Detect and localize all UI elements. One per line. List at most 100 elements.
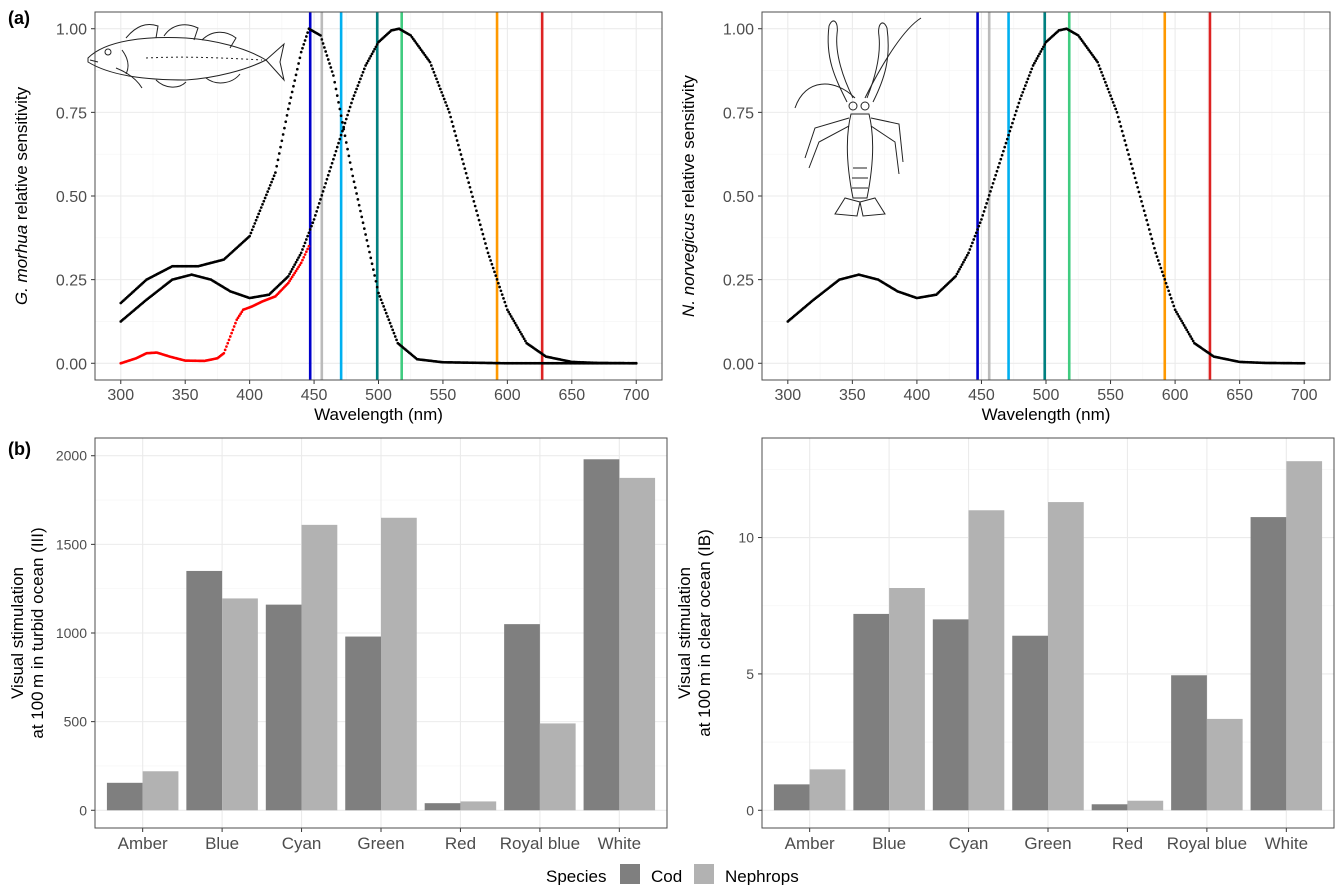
- data-point: [320, 38, 324, 41]
- data-point: [459, 153, 463, 156]
- data-point: [468, 185, 472, 189]
- data-point: [1000, 153, 1004, 157]
- x-tick-label: Royal blue: [500, 834, 580, 853]
- data-point: [226, 341, 230, 345]
- data-point: [1120, 129, 1124, 133]
- data-point: [285, 114, 289, 117]
- data-point: [356, 84, 360, 87]
- data-point: [289, 277, 293, 281]
- data-point: [343, 121, 347, 125]
- data-point: [965, 253, 969, 257]
- series-0: [119, 27, 638, 365]
- data-point: [355, 87, 358, 91]
- data-point: [374, 45, 378, 49]
- data-point: [382, 305, 385, 308]
- data-point: [234, 321, 237, 325]
- data-point: [289, 96, 293, 99]
- x-axis-label: Wavelength (nm): [314, 405, 443, 424]
- data-point: [343, 134, 347, 138]
- data-point: [335, 145, 339, 149]
- x-tick-label: 500: [1033, 387, 1060, 404]
- data-point: [1177, 315, 1181, 318]
- data-point: [290, 90, 294, 94]
- y-tick-label: 5: [746, 666, 754, 682]
- data-point: [294, 269, 298, 273]
- data-point: [319, 34, 322, 37]
- data-point: [266, 190, 270, 193]
- data-point: [303, 241, 307, 245]
- y-axis-label-line2: at 100 m in clear ocean (IB): [695, 529, 714, 737]
- data-point: [329, 165, 333, 169]
- data-point: [1159, 266, 1163, 270]
- data-point: [1185, 328, 1189, 332]
- data-point: [972, 238, 976, 241]
- data-point: [328, 62, 331, 65]
- data-point: [375, 43, 379, 46]
- data-point: [996, 165, 1000, 169]
- data-point: [362, 67, 366, 71]
- data-point: [1025, 80, 1028, 84]
- data-point: [301, 248, 304, 251]
- data-point: [976, 228, 979, 231]
- data-point: [462, 162, 465, 166]
- data-point: [222, 351, 226, 355]
- data-point: [451, 125, 455, 128]
- x-tick-label: 700: [1291, 387, 1318, 404]
- x-tick-label: 600: [494, 387, 521, 404]
- data-point: [464, 171, 468, 175]
- data-point: [515, 324, 518, 327]
- data-point: [458, 148, 462, 152]
- data-point: [1003, 145, 1007, 149]
- data-point: [1038, 52, 1041, 56]
- data-point: [518, 330, 522, 334]
- data-point: [1137, 190, 1141, 194]
- data-point: [254, 218, 258, 222]
- y-tick-label: 0.00: [723, 356, 754, 373]
- data-point: [395, 338, 398, 342]
- plot-frame: [94, 437, 668, 829]
- data-point: [316, 206, 320, 209]
- data-point: [297, 256, 300, 259]
- nephrops-lobster-icon: [794, 17, 922, 217]
- bar-cod-red: [424, 803, 461, 811]
- y-tick-label: 0.50: [56, 189, 87, 206]
- data-point: [332, 157, 335, 161]
- y-tick-label: 2000: [56, 448, 87, 464]
- data-point: [437, 84, 441, 87]
- data-point: [357, 203, 361, 207]
- panel-label-b: (b): [8, 439, 31, 459]
- data-point: [346, 147, 349, 151]
- data-point: [377, 291, 380, 295]
- data-point: [366, 59, 370, 63]
- data-point: [304, 250, 308, 254]
- data-point: [481, 232, 485, 236]
- data-point: [326, 173, 330, 177]
- data-point: [441, 94, 445, 97]
- data-point: [1132, 171, 1136, 175]
- data-point: [1100, 70, 1103, 74]
- bar-nephrops-amber: [809, 769, 846, 811]
- bar-cod-cyan: [932, 619, 969, 811]
- data-point: [512, 319, 516, 323]
- data-point: [301, 258, 304, 262]
- data-point: [445, 104, 449, 108]
- chart-b-left: 0 500 1000 1500 2000 Amber Blue Cyan Green Red Roy…: [8, 437, 668, 853]
- data-point: [1141, 204, 1145, 208]
- data-point: [268, 183, 272, 187]
- data-point: [381, 301, 384, 305]
- legend: Species Cod Nephrops: [546, 864, 799, 885]
- data-point: [373, 47, 376, 51]
- data-point: [306, 31, 309, 34]
- data-point: [383, 308, 387, 312]
- data-point: [1011, 121, 1014, 125]
- data-point: [288, 101, 291, 105]
- data-point: [1123, 139, 1127, 142]
- y-tick-label: 10: [738, 530, 754, 546]
- data-point: [314, 214, 317, 217]
- data-point: [469, 190, 473, 194]
- data-point: [333, 80, 337, 84]
- data-point: [1158, 262, 1161, 266]
- data-point: [298, 253, 302, 257]
- plot-frame: [761, 437, 1335, 829]
- data-point: [1005, 137, 1009, 141]
